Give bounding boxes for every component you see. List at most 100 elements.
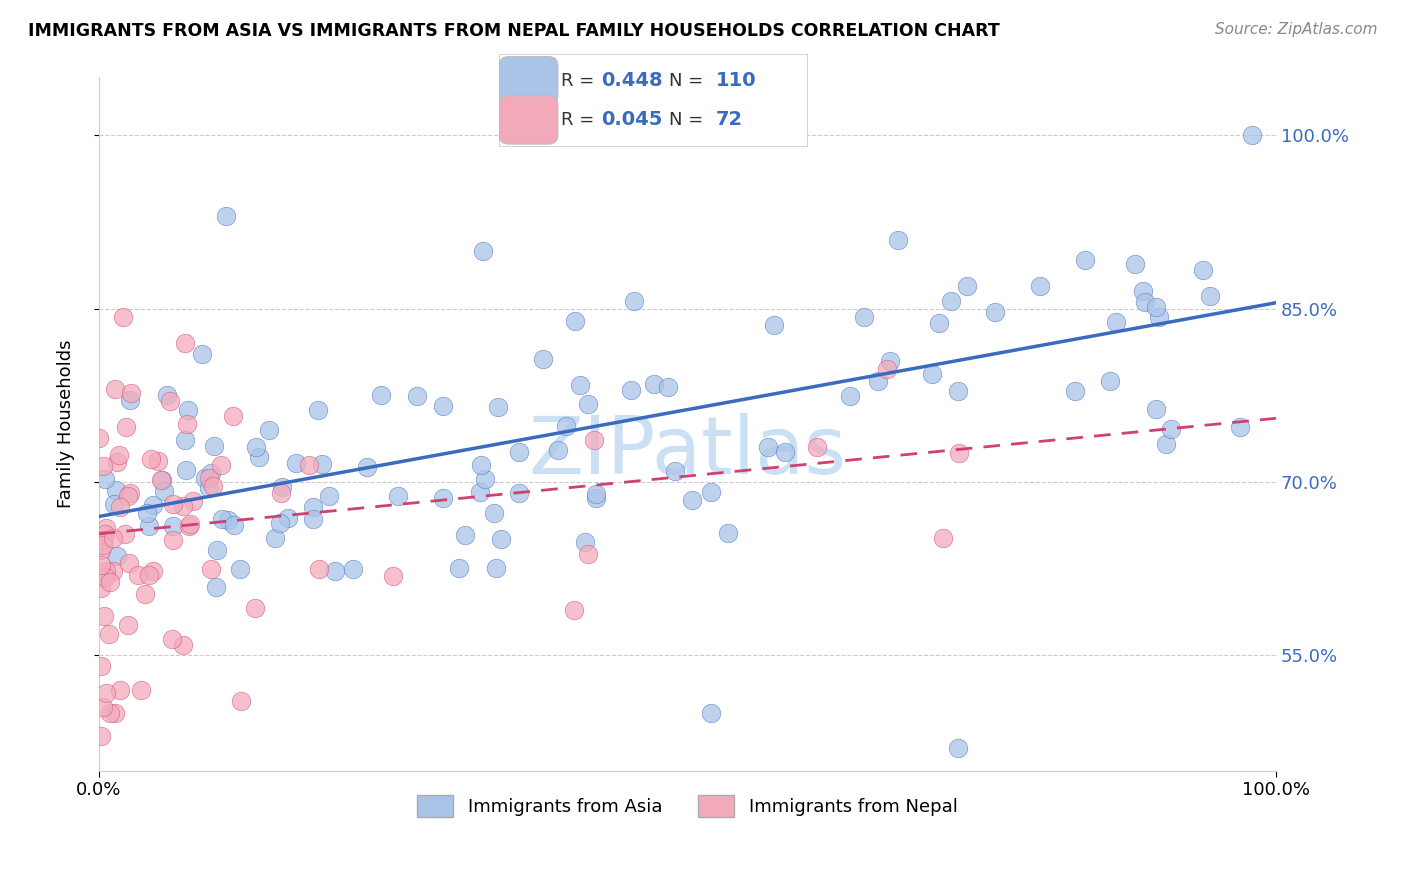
Point bbox=[482, 506, 505, 520]
Point bbox=[90, 581, 112, 595]
Point bbox=[318, 490, 340, 504]
Text: 0.045: 0.045 bbox=[602, 111, 662, 129]
Point bbox=[120, 392, 142, 407]
Point bbox=[87, 430, 110, 444]
Text: R =: R = bbox=[561, 71, 595, 90]
Point bbox=[432, 491, 454, 506]
Point bbox=[247, 450, 270, 464]
Point bbox=[94, 570, 117, 584]
Point bbox=[176, 417, 198, 431]
Text: ZIPatlas: ZIPatlas bbox=[529, 413, 846, 491]
Point bbox=[547, 443, 569, 458]
Point bbox=[179, 517, 201, 532]
Point bbox=[209, 458, 232, 472]
Point bbox=[700, 706, 723, 720]
Y-axis label: Family Households: Family Households bbox=[58, 340, 75, 508]
Point bbox=[136, 506, 159, 520]
Point bbox=[134, 587, 156, 601]
Point bbox=[1154, 437, 1177, 451]
Point bbox=[205, 580, 228, 594]
Point bbox=[868, 374, 890, 388]
Point bbox=[257, 423, 280, 437]
Point bbox=[93, 609, 115, 624]
Point bbox=[202, 439, 225, 453]
Point bbox=[1160, 422, 1182, 436]
Point bbox=[762, 318, 785, 332]
Point bbox=[94, 685, 117, 699]
Point bbox=[932, 531, 955, 545]
Point bbox=[406, 389, 429, 403]
Point bbox=[1098, 374, 1121, 388]
Point bbox=[508, 445, 530, 459]
Point bbox=[1191, 262, 1213, 277]
Point bbox=[311, 457, 333, 471]
Point bbox=[146, 454, 169, 468]
Point bbox=[162, 497, 184, 511]
Point bbox=[245, 601, 267, 615]
Point bbox=[1135, 295, 1157, 310]
Point bbox=[90, 558, 112, 573]
Point bbox=[222, 518, 245, 533]
Point bbox=[114, 526, 136, 541]
Point bbox=[159, 393, 181, 408]
Point bbox=[1198, 288, 1220, 302]
Point bbox=[474, 472, 496, 486]
Point bbox=[90, 543, 112, 558]
Point bbox=[301, 512, 323, 526]
Point bbox=[564, 314, 586, 328]
Point bbox=[921, 367, 943, 381]
Point bbox=[118, 486, 141, 500]
Point bbox=[103, 497, 125, 511]
Point bbox=[198, 470, 221, 484]
Point bbox=[620, 383, 643, 397]
Point bbox=[356, 459, 378, 474]
Point bbox=[162, 632, 184, 646]
Point bbox=[585, 491, 607, 505]
Point bbox=[508, 485, 530, 500]
Point bbox=[142, 564, 165, 578]
Point bbox=[485, 561, 508, 575]
Point bbox=[853, 310, 876, 324]
Point bbox=[946, 740, 969, 755]
Text: R =: R = bbox=[561, 111, 595, 128]
Point bbox=[623, 294, 645, 309]
Point bbox=[585, 487, 607, 501]
Point bbox=[105, 549, 128, 563]
Point bbox=[1144, 401, 1167, 416]
Point bbox=[470, 458, 492, 472]
Point bbox=[198, 481, 221, 495]
Point bbox=[138, 567, 160, 582]
Point bbox=[956, 279, 979, 293]
Point bbox=[664, 464, 686, 478]
Point bbox=[576, 397, 599, 411]
Point bbox=[202, 478, 225, 492]
Point bbox=[150, 473, 173, 487]
Point bbox=[149, 473, 172, 487]
Point bbox=[108, 500, 131, 514]
Point bbox=[200, 466, 222, 480]
Point bbox=[152, 484, 174, 499]
Point bbox=[277, 511, 299, 525]
Point bbox=[131, 682, 153, 697]
Point bbox=[174, 336, 197, 351]
Point bbox=[108, 448, 131, 462]
Point bbox=[108, 682, 131, 697]
Point bbox=[120, 385, 142, 400]
Point bbox=[285, 456, 308, 470]
Point bbox=[576, 547, 599, 561]
Point bbox=[112, 310, 135, 324]
Point bbox=[773, 444, 796, 458]
Point bbox=[1123, 257, 1146, 271]
Point bbox=[948, 384, 970, 398]
Point bbox=[222, 409, 245, 423]
Point bbox=[489, 532, 512, 546]
Point bbox=[93, 458, 115, 473]
Point bbox=[94, 521, 117, 535]
Point bbox=[100, 706, 122, 720]
Text: 72: 72 bbox=[716, 111, 742, 129]
Text: 110: 110 bbox=[716, 71, 756, 90]
Point bbox=[447, 560, 470, 574]
Point bbox=[308, 562, 330, 576]
Point bbox=[1147, 310, 1170, 324]
Point bbox=[115, 419, 138, 434]
